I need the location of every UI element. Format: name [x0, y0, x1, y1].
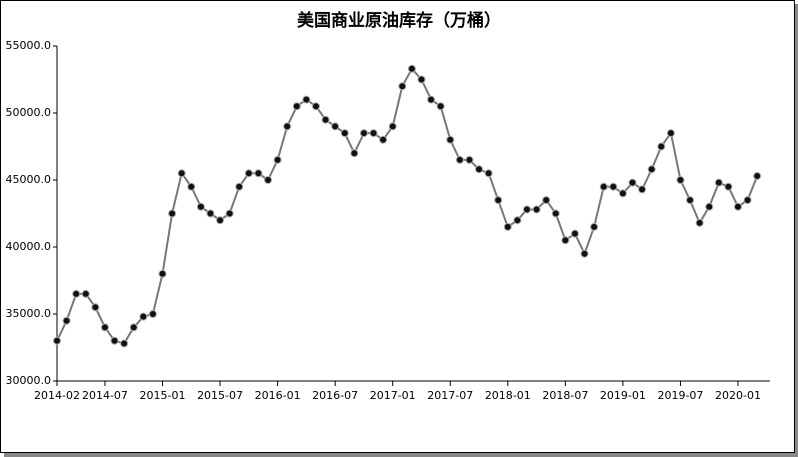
x-tick-label: 2019-01 [600, 389, 646, 402]
x-tick-label: 2019-07 [657, 389, 703, 402]
data-point [484, 169, 493, 178]
data-point [62, 316, 71, 325]
y-tick-label: 55000.0 [6, 39, 52, 52]
frame-shadow [4, 453, 798, 457]
data-point [81, 289, 90, 298]
data-point [283, 122, 292, 131]
data-point [638, 185, 647, 194]
data-point [292, 102, 301, 111]
data-point [465, 155, 474, 164]
x-tick-label: 2015-01 [140, 389, 186, 402]
x-tick-label: 2017-01 [370, 389, 416, 402]
data-point [100, 323, 109, 332]
data-point [676, 176, 685, 184]
data-point [350, 149, 359, 158]
data-point [139, 312, 148, 321]
data-point [177, 169, 186, 178]
data-point [398, 82, 407, 91]
x-tick-label: 2014-02 [34, 389, 80, 402]
data-point [542, 196, 551, 205]
data-point [244, 169, 253, 178]
data-point [513, 216, 522, 225]
data-point [273, 155, 282, 164]
data-point [129, 323, 138, 332]
data-point [580, 249, 589, 258]
data-point [561, 236, 570, 245]
data-point [331, 122, 340, 131]
x-tick-label: 2015-07 [197, 389, 243, 402]
data-point [72, 289, 81, 298]
data-point [695, 218, 704, 227]
data-point [475, 165, 484, 174]
x-tick-label: 2017-07 [427, 389, 473, 402]
data-point [599, 182, 608, 191]
data-point [417, 75, 426, 84]
data-point [714, 178, 723, 187]
data-point [455, 155, 464, 164]
data-point [235, 182, 244, 191]
data-point [53, 336, 61, 345]
data-point [225, 209, 234, 218]
data-point [110, 336, 119, 345]
data-point [647, 165, 656, 174]
data-point [705, 202, 714, 211]
data-point [503, 222, 512, 231]
x-tick-label: 2020-01 [715, 389, 761, 402]
data-point [206, 209, 215, 218]
x-tick-label: 2016-01 [255, 389, 301, 402]
data-point [196, 202, 205, 211]
data-point [522, 205, 531, 214]
data-point [120, 339, 129, 348]
data-point [216, 216, 225, 225]
data-point [388, 122, 397, 131]
data-point [168, 209, 177, 218]
data-point [657, 142, 666, 151]
data-point [734, 202, 742, 211]
data-point [686, 196, 695, 205]
data-point [359, 129, 368, 138]
y-tick-label: 40000.0 [6, 240, 52, 253]
data-point [427, 95, 436, 104]
data-point [340, 129, 349, 138]
x-tick-label: 2018-01 [485, 389, 531, 402]
data-point [264, 176, 273, 184]
data-point [369, 129, 378, 138]
y-tick-label: 45000.0 [6, 173, 52, 186]
data-point [407, 64, 416, 73]
data-point [628, 178, 637, 187]
data-point [551, 209, 560, 218]
data-point [753, 171, 762, 180]
data-point [436, 102, 445, 111]
data-point [743, 196, 752, 205]
data-point [532, 205, 541, 214]
data-point [494, 196, 503, 205]
data-point [254, 169, 263, 178]
y-tick-label: 30000.0 [6, 374, 52, 387]
data-point [609, 182, 618, 191]
data-point [158, 269, 167, 278]
data-point [148, 310, 157, 318]
data-point [187, 182, 196, 191]
x-tick-label: 2018-07 [542, 389, 588, 402]
x-tick-label: 2016-07 [312, 389, 358, 402]
data-point [666, 129, 675, 138]
data-point [724, 182, 733, 191]
frame-shadow [795, 4, 798, 456]
data-point [590, 222, 599, 231]
data-point [446, 135, 455, 144]
data-point [321, 115, 330, 124]
data-point [311, 102, 320, 111]
data-point [618, 189, 627, 198]
data-point [379, 135, 388, 144]
data-point [570, 229, 579, 238]
y-tick-label: 35000.0 [6, 307, 52, 320]
y-tick-label: 50000.0 [6, 106, 52, 119]
data-point [302, 95, 311, 104]
data-point [91, 303, 100, 312]
x-tick-label: 2014-07 [82, 389, 128, 402]
chart-title: 美国商业原油库存（万桶） [297, 10, 501, 30]
